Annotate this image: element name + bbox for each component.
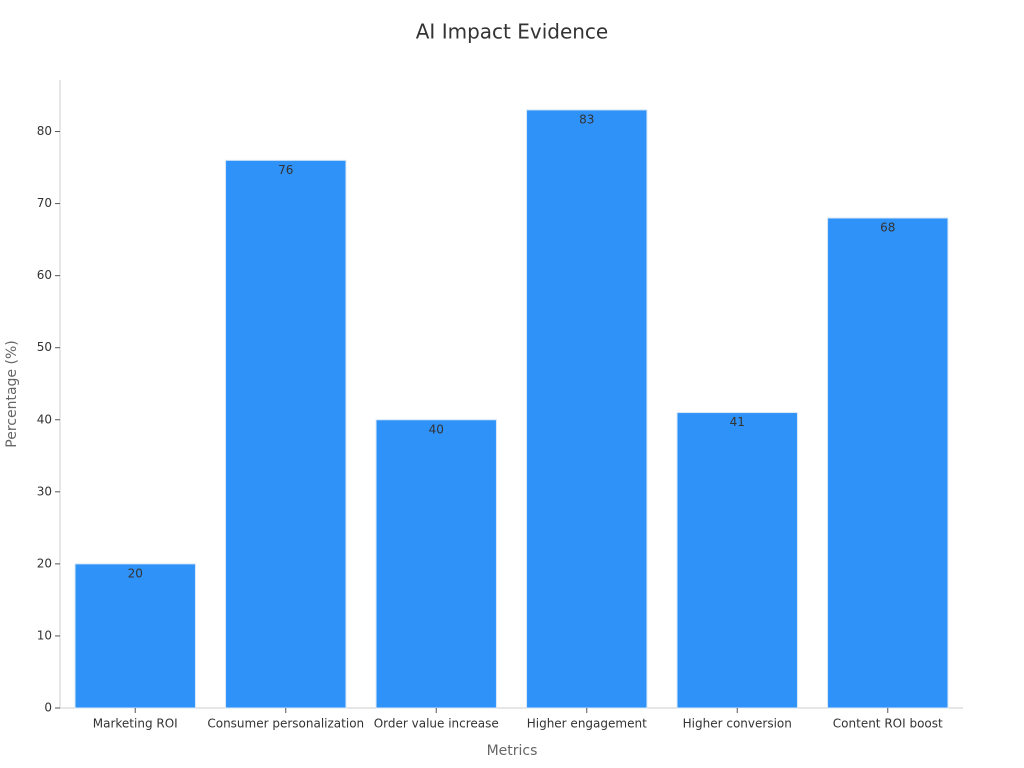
- bar: [676, 412, 798, 709]
- data-label: 68: [880, 220, 895, 234]
- bar: [526, 109, 648, 709]
- data-label: 83: [579, 112, 594, 126]
- x-tick-label: Content ROI boost: [833, 717, 943, 731]
- x-tick-label: Order value increase: [374, 717, 499, 731]
- x-tick-label: Higher engagement: [527, 717, 647, 731]
- y-tick-label: 40: [37, 412, 52, 426]
- y-tick-label: 50: [37, 340, 52, 354]
- y-tick-label: 60: [37, 268, 52, 282]
- bar: [827, 217, 949, 709]
- data-label: 41: [730, 415, 745, 429]
- x-tick-label: Higher conversion: [683, 717, 792, 731]
- bar: [225, 159, 347, 709]
- x-tick-label: Marketing ROI: [93, 717, 178, 731]
- y-tick-label: 80: [37, 124, 52, 138]
- data-label: 76: [278, 163, 293, 177]
- y-tick-label: 20: [37, 556, 52, 570]
- chart-title: AI Impact Evidence: [416, 20, 608, 44]
- data-label: 20: [128, 566, 143, 580]
- y-tick-label: 30: [37, 484, 52, 498]
- y-axis-label: Percentage (%): [4, 340, 20, 447]
- y-tick-label: 70: [37, 196, 52, 210]
- bar: [74, 563, 196, 709]
- x-tick-label: Consumer personalization: [207, 717, 364, 731]
- x-axis-label: Metrics: [487, 743, 538, 759]
- y-tick-label: 10: [37, 628, 52, 642]
- y-tick-label: 0: [44, 701, 52, 715]
- bar: [375, 419, 497, 709]
- data-label: 40: [429, 422, 444, 436]
